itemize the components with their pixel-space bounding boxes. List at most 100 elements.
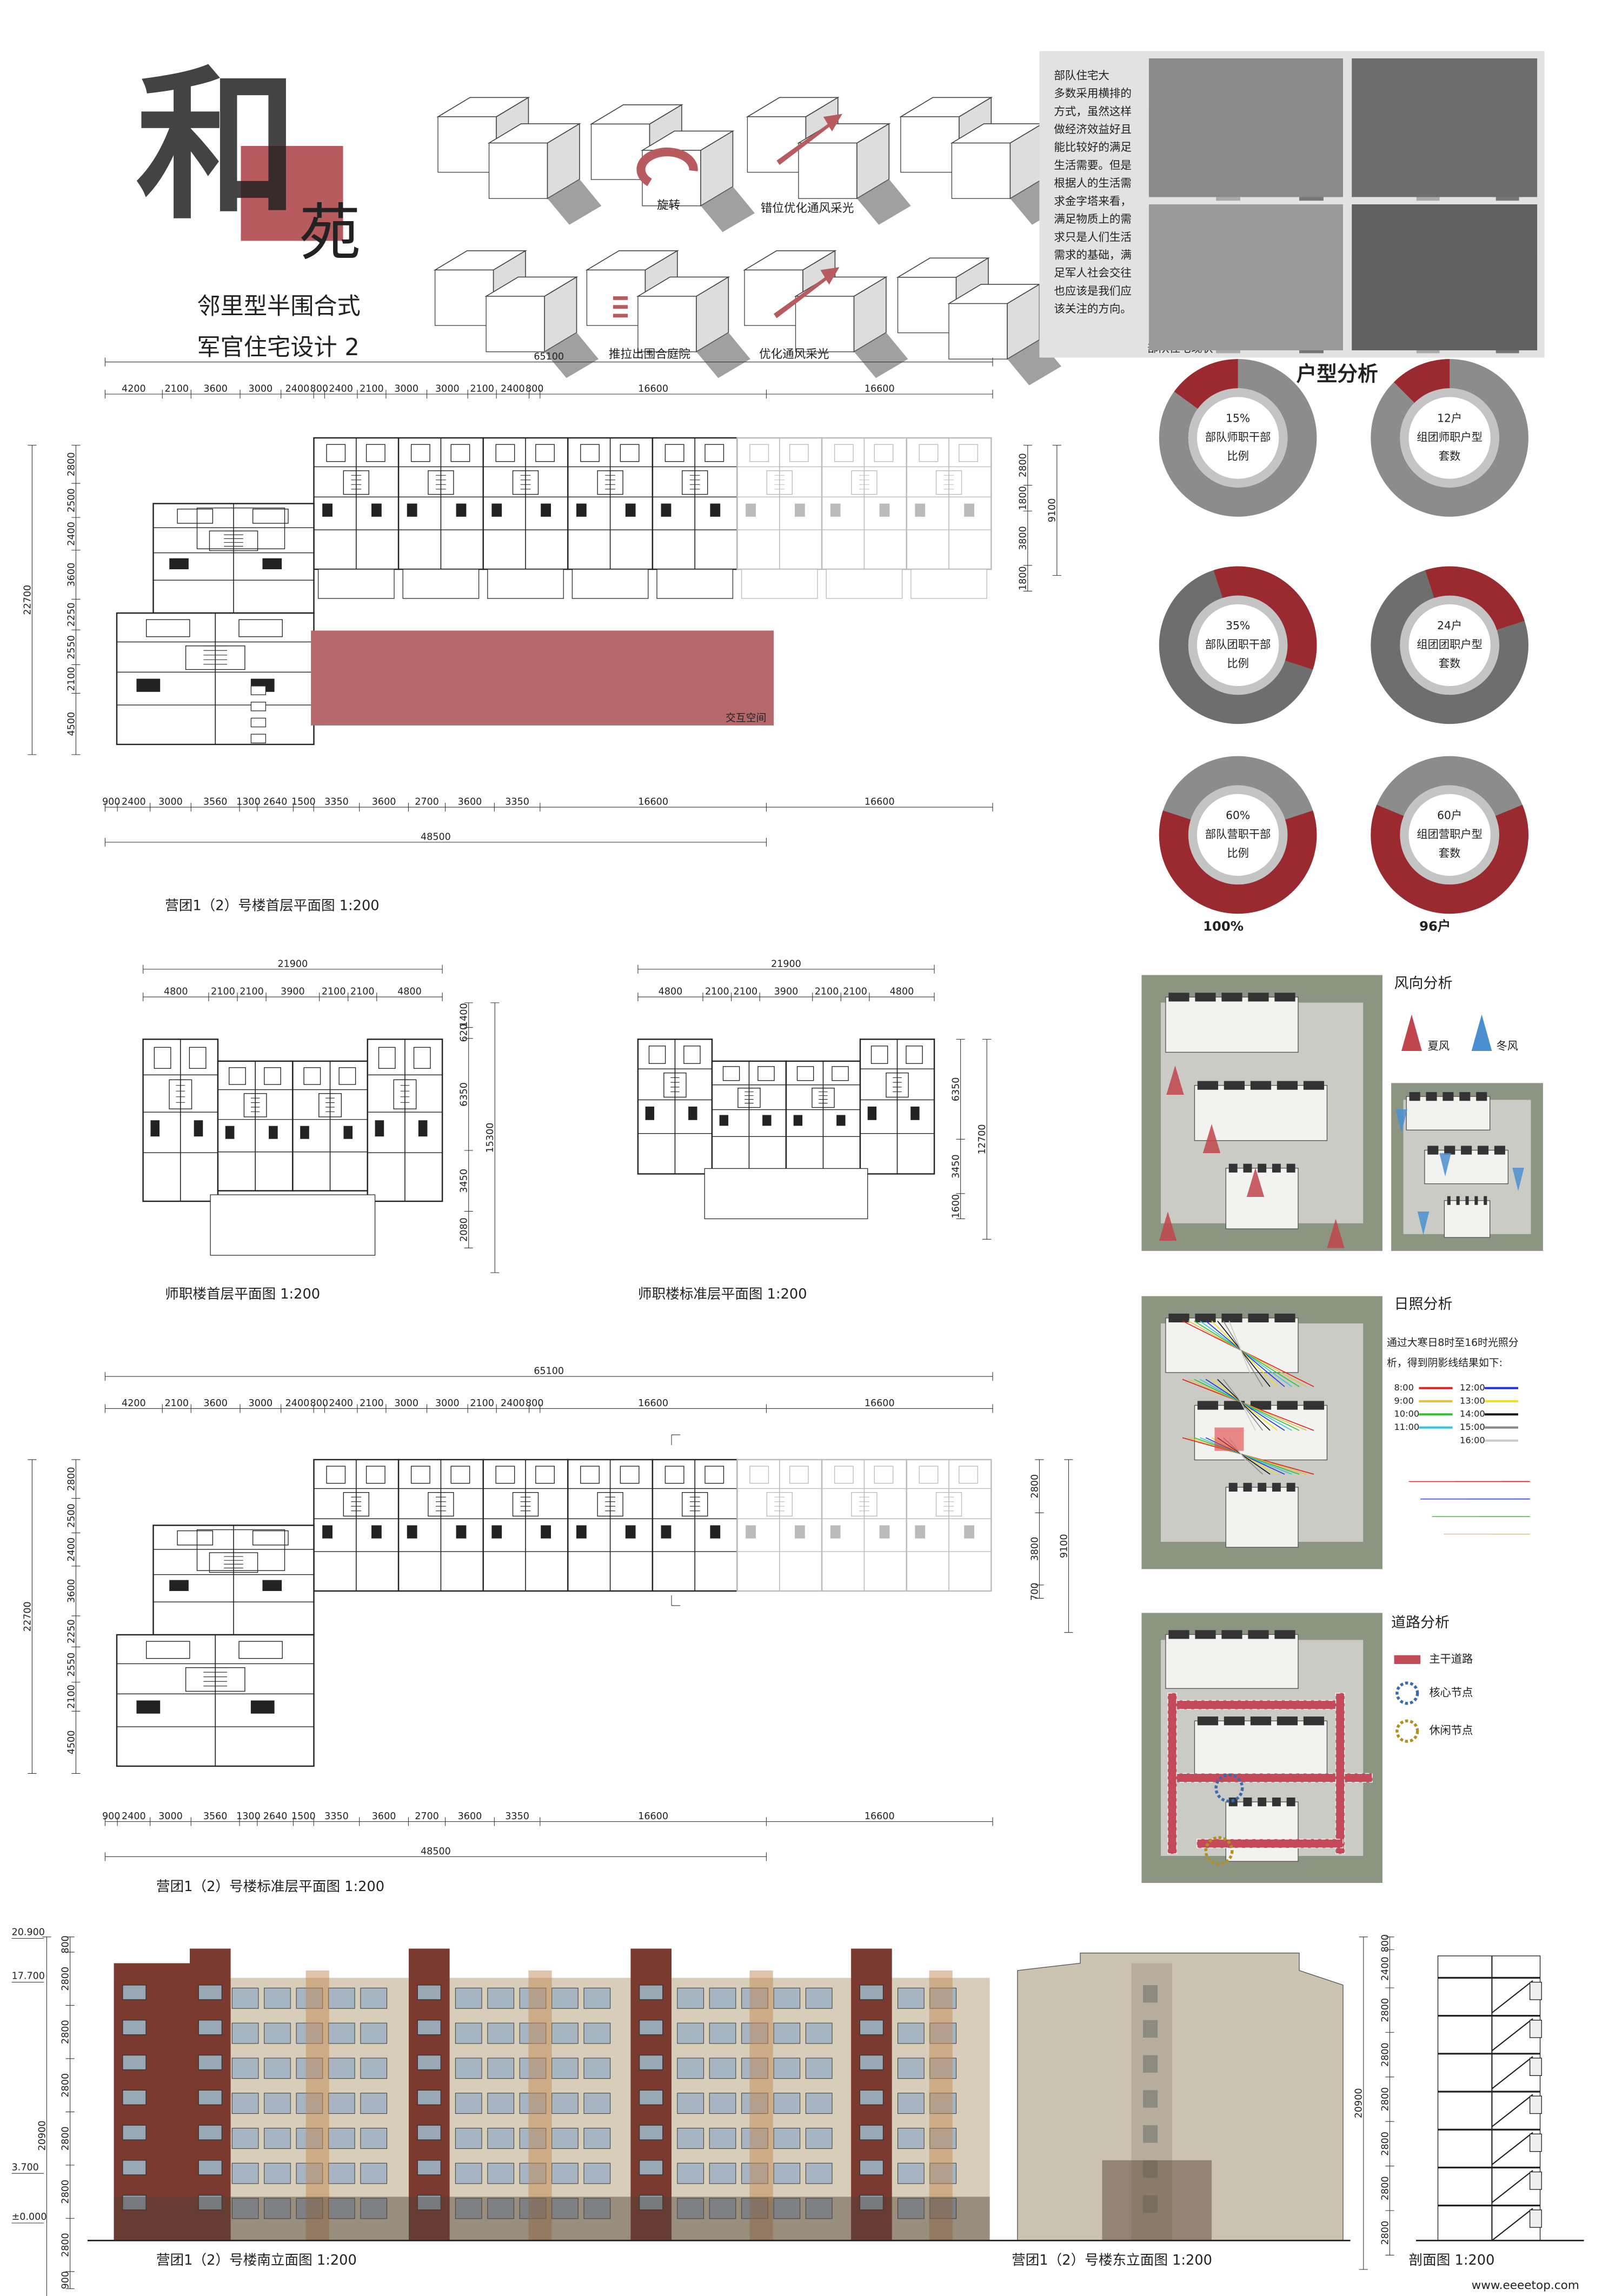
shape (1224, 1401, 1245, 1410)
shape (1194, 1720, 1328, 1775)
shape (583, 2093, 611, 2114)
shape (859, 2160, 884, 2175)
label: 组团团职户型 (1417, 638, 1482, 651)
shape (264, 2127, 291, 2149)
shape (964, 503, 974, 517)
shape (836, 1115, 846, 1126)
shape (719, 1115, 729, 1126)
shape (639, 2195, 663, 2211)
dimension-label: 2550 (66, 1653, 77, 1677)
dimension-label: 3350 (324, 1811, 349, 1822)
shape (122, 2125, 147, 2140)
shape (1143, 2055, 1158, 2073)
shape (303, 1067, 321, 1085)
node (1204, 1836, 1234, 1866)
label: 套数 (1439, 450, 1460, 463)
ring-base (1159, 359, 1317, 517)
dimension-label: 2100 (164, 1398, 189, 1409)
shape (897, 1987, 925, 2009)
shape (1225, 1168, 1299, 1229)
shape (495, 1466, 515, 1484)
dimension-label: 2100 (470, 384, 494, 395)
dimension-label: 2080 (459, 1217, 470, 1242)
label: 15:00 (1460, 1422, 1485, 1432)
dimension-label: 4200 (122, 384, 146, 395)
label: 12:00 (1460, 1382, 1485, 1393)
shape (326, 1466, 346, 1484)
shape (189, 1047, 207, 1069)
dimension-label: 800 (526, 1398, 543, 1409)
label: 邻里型半围合式 (197, 293, 361, 320)
shape (710, 503, 721, 517)
shape (456, 503, 467, 517)
shape (805, 2162, 833, 2184)
shape (328, 2162, 355, 2184)
wind-arrow (1166, 1065, 1184, 1095)
shape (407, 1525, 417, 1539)
shape (1442, 1092, 1454, 1101)
shape (375, 1120, 384, 1137)
shape (744, 269, 803, 326)
shape (1195, 1313, 1216, 1323)
shape (1248, 1313, 1269, 1323)
shape (746, 503, 756, 517)
ring-inner (1188, 388, 1288, 488)
dimension-label: 16600 (638, 1398, 668, 1409)
box-shadow (701, 187, 755, 232)
dimension-label: 20900 (37, 2120, 48, 2151)
line (1199, 1320, 1292, 1387)
dimension-label: 2400 (329, 384, 353, 395)
legend-arrow (1401, 1014, 1422, 1051)
shape (639, 2020, 663, 2035)
dimension-label: 2800 (61, 2020, 71, 2044)
dimension-label: 3600 (458, 797, 482, 808)
label: 户型分析 (1297, 362, 1378, 385)
shape (749, 1970, 773, 2241)
wind-arrow (1395, 1109, 1407, 1133)
shape (664, 1466, 684, 1484)
dimension-label: 3000 (394, 384, 418, 395)
shape (198, 2160, 223, 2175)
shape (136, 1700, 161, 1714)
shape (1221, 993, 1242, 1002)
dimension-label: 2800 (1018, 453, 1029, 477)
ring-center (1408, 397, 1491, 479)
shape (830, 1525, 841, 1539)
shape (1165, 996, 1299, 1053)
shape (897, 2022, 925, 2044)
line (1211, 1379, 1278, 1431)
ring-center (1408, 604, 1491, 686)
dimension-label: 3350 (505, 797, 529, 808)
shape (1529, 2210, 1542, 2228)
shape (1168, 993, 1189, 1002)
label: 推拉出围合庭院 (609, 348, 690, 361)
shape (262, 1580, 282, 1591)
label: 方式，虽然这样 (1054, 105, 1132, 118)
shape (805, 2093, 833, 2114)
shape (1248, 1630, 1269, 1639)
shape (264, 2022, 291, 2044)
shape (677, 2198, 704, 2219)
label: 旋转 (657, 199, 680, 212)
shape (262, 558, 282, 569)
shape (625, 503, 636, 517)
line (1491, 2169, 1533, 2204)
dimension-label: 16600 (638, 1811, 668, 1822)
dimension-label: 6350 (951, 1077, 962, 1102)
label: 3.700 (12, 2162, 39, 2173)
label: 师职楼标准层平面图 1:200 (638, 1286, 807, 1302)
shape (455, 2093, 482, 2114)
shape (1250, 1081, 1272, 1090)
dimension-label: 2400 (501, 384, 525, 395)
shape (677, 2162, 704, 2184)
label: 营团1（2）号楼首层平面图 1:200 (165, 898, 379, 914)
dimension-label: 2100 (734, 987, 758, 997)
shape (491, 1525, 502, 1539)
legend-road (1394, 1655, 1421, 1664)
shape (328, 2198, 355, 2219)
shape (154, 1047, 171, 1069)
dimension-label: 2100 (66, 667, 77, 691)
label: 14:00 (1460, 1409, 1485, 1419)
shape (252, 508, 289, 524)
shape (250, 686, 267, 695)
